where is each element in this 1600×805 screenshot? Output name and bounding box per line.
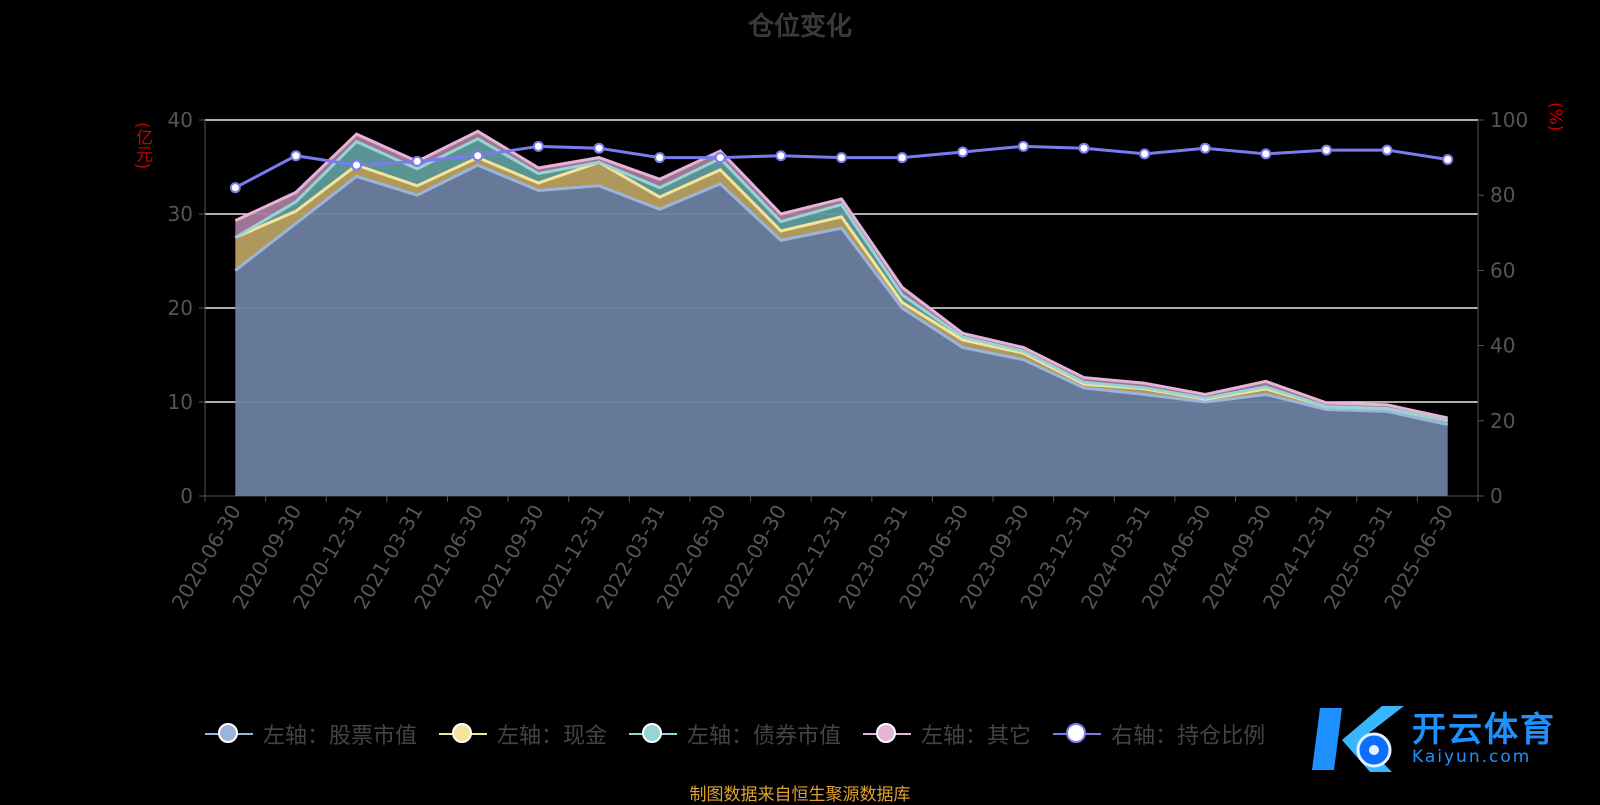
right-tick-label: 20	[1490, 409, 1515, 433]
ratio-point	[957, 146, 969, 158]
legend-marker-icon	[1053, 723, 1102, 745]
ratio-point	[1199, 142, 1211, 154]
watermark-name: 开云体育	[1412, 710, 1556, 750]
ratio-point	[1320, 144, 1332, 156]
legend-dot	[218, 723, 238, 743]
series-line-other	[234, 129, 1449, 420]
area-stock	[235, 165, 1448, 496]
ratio-point	[1139, 148, 1151, 160]
legend-dot	[1066, 723, 1087, 743]
right-tick-label: 0	[1490, 484, 1503, 508]
ratio-point	[1078, 142, 1090, 154]
source-note: 制图数据来自恒生聚源数据库	[689, 785, 911, 805]
ratio-point	[593, 142, 605, 154]
ratio-point	[654, 152, 666, 164]
right-tick-label: 60	[1490, 258, 1515, 282]
kaiyun-logo-icon	[1312, 706, 1404, 772]
legend-marker-icon	[205, 723, 253, 745]
series-line-cash	[234, 155, 1448, 423]
ratio-point	[896, 152, 908, 164]
ratio-point	[532, 140, 544, 152]
legend-label: 左轴：债券市值	[687, 724, 842, 749]
watermark-logo: 开云体育 Kaiyun.com	[1312, 700, 1556, 780]
right-tick-label: 80	[1490, 183, 1515, 207]
legend-label: 右轴：持仓比例	[1111, 724, 1266, 749]
right-axis-unit: (%)	[1545, 102, 1565, 132]
ratio-point	[411, 155, 423, 167]
ratio-point	[714, 152, 726, 164]
ratio-point	[290, 150, 302, 162]
legend-item-cash[interactable]: 左轴：现金	[439, 718, 607, 750]
ratio-point	[775, 150, 787, 162]
legend-label: 左轴：股票市值	[263, 724, 418, 749]
left-tick-label: 20	[168, 296, 193, 320]
left-tick-label: 40	[168, 108, 193, 132]
ratio-point	[472, 150, 484, 162]
left-axis-unit: (亿元)	[132, 122, 152, 170]
position-change-chart: 0102030400204060801002020-06-302020-09-3…	[167, 108, 1528, 613]
left-tick-label: 30	[168, 202, 193, 226]
legend-item-stock[interactable]: 左轴：股票市值	[205, 718, 417, 750]
series-line-stock	[234, 163, 1449, 427]
ratio-point	[351, 159, 363, 171]
legend-marker-icon	[629, 723, 678, 745]
watermark-url: Kaiyun.com	[1412, 747, 1532, 767]
legend-item-other[interactable]: 左轴：其它	[863, 718, 1031, 750]
ratio-point	[836, 152, 847, 164]
ratio-point	[1442, 153, 1454, 165]
legend-dot	[876, 723, 897, 743]
ratio-point	[229, 182, 241, 194]
legend-item-ratio[interactable]: 右轴：持仓比例	[1053, 718, 1265, 750]
legend-label: 左轴：其它	[921, 724, 1032, 749]
chart-legend: 左轴：股票市值 左轴：现金 左轴：债券市值 左轴：其它 右轴：持仓比例	[205, 718, 1265, 750]
ratio-point	[1017, 140, 1029, 152]
legend-item-bond[interactable]: 左轴：债券市值	[629, 718, 841, 750]
legend-marker-icon	[439, 723, 488, 745]
legend-dot	[642, 723, 663, 743]
ratio-point	[1381, 144, 1393, 156]
legend-label: 左轴：现金	[497, 724, 608, 749]
right-tick-label: 100	[1490, 108, 1528, 132]
left-tick-label: 0	[180, 484, 193, 508]
left-tick-label: 10	[168, 390, 193, 414]
legend-marker-icon	[863, 723, 912, 745]
ratio-point	[1260, 148, 1272, 160]
chart-title: 仓位变化	[747, 12, 852, 42]
legend-dot	[452, 723, 473, 743]
watermark-text: 开云体育 Kaiyun.com	[1412, 713, 1556, 767]
right-tick-label: 40	[1490, 334, 1515, 358]
